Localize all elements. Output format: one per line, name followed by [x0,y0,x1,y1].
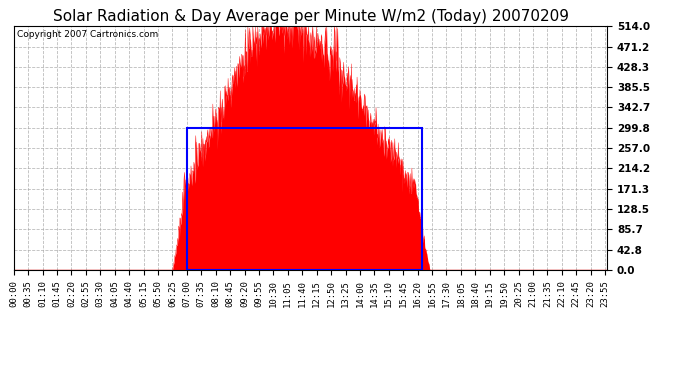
Title: Solar Radiation & Day Average per Minute W/m2 (Today) 20070209: Solar Radiation & Day Average per Minute… [52,9,569,24]
Bar [187,128,422,270]
Text: Copyright 2007 Cartronics.com: Copyright 2007 Cartronics.com [17,30,158,39]
